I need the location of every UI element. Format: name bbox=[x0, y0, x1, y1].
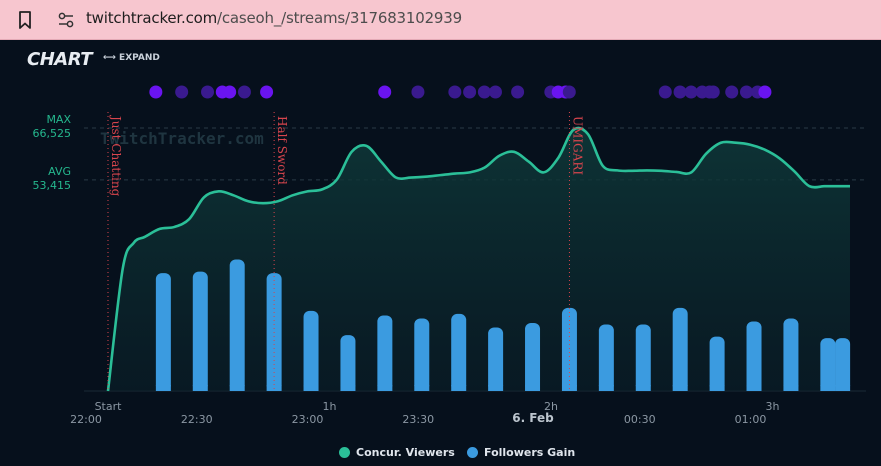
x-tick-bottom-label: 00:30 bbox=[624, 413, 656, 426]
followers-bar-base bbox=[709, 385, 725, 391]
event-dot bbox=[448, 85, 462, 99]
avg-label: AVG bbox=[48, 165, 71, 178]
followers-bar bbox=[672, 307, 688, 391]
x-tick-top-label: 2h bbox=[544, 400, 558, 413]
event-dot bbox=[378, 85, 392, 99]
followers-bar-base bbox=[451, 385, 467, 391]
browser-address-bar: twitchtracker.com/caseoh_/streams/317683… bbox=[0, 0, 881, 40]
event-dot bbox=[260, 85, 274, 99]
max-value: 66,525 bbox=[32, 127, 72, 140]
followers-bar bbox=[561, 307, 577, 391]
followers-bar-base bbox=[746, 385, 762, 391]
event-dot bbox=[658, 85, 672, 99]
followers-bar bbox=[192, 271, 208, 391]
event-dot bbox=[706, 85, 720, 99]
event-dot bbox=[488, 85, 502, 99]
followers-bar-base bbox=[377, 385, 393, 391]
event-dot bbox=[149, 85, 163, 99]
site-settings-icon[interactable] bbox=[56, 10, 76, 30]
followers-bar bbox=[709, 336, 725, 391]
followers-bar-base bbox=[525, 385, 541, 391]
x-tick-bottom-label: 6. Feb bbox=[512, 411, 554, 425]
legend-followers-label: Followers Gain bbox=[484, 446, 576, 459]
legend-viewers-label: Concur. Viewers bbox=[356, 446, 455, 459]
followers-bar-base bbox=[229, 385, 245, 391]
event-dot bbox=[511, 85, 525, 99]
event-dot bbox=[223, 85, 237, 99]
event-dot bbox=[201, 85, 215, 99]
x-tick-bottom-label: 01:00 bbox=[735, 413, 767, 426]
followers-bar bbox=[303, 310, 319, 391]
followers-bar bbox=[746, 321, 762, 391]
followers-bar bbox=[598, 324, 614, 391]
url-host: twitchtracker.com bbox=[86, 9, 218, 27]
category-marker-label: UMIGARI bbox=[570, 116, 584, 175]
followers-bar-base bbox=[820, 385, 836, 391]
expand-arrows-icon: ⟷ bbox=[103, 53, 116, 63]
followers-bar bbox=[340, 335, 356, 391]
followers-bar-base bbox=[783, 385, 799, 391]
legend-viewers-dot bbox=[339, 447, 350, 458]
followers-bar bbox=[155, 273, 171, 391]
followers-bar-base bbox=[635, 385, 651, 391]
event-dot bbox=[739, 85, 753, 99]
x-tick-bottom-label: 23:30 bbox=[402, 413, 434, 426]
event-dot bbox=[411, 85, 425, 99]
followers-bar bbox=[635, 324, 651, 391]
event-dot bbox=[725, 85, 739, 99]
category-marker-label: Just Chatting bbox=[109, 114, 123, 197]
event-dot bbox=[673, 85, 687, 99]
followers-bar bbox=[835, 338, 851, 391]
followers-bar bbox=[488, 327, 504, 391]
x-tick-bottom-label: 22:00 bbox=[70, 413, 102, 426]
viewers-area bbox=[108, 128, 850, 391]
viewers-line bbox=[106, 126, 850, 392]
followers-bar-base bbox=[835, 385, 851, 391]
event-dot bbox=[758, 85, 772, 99]
followers-bar bbox=[377, 315, 393, 391]
event-dot bbox=[463, 85, 477, 99]
url-field[interactable]: twitchtracker.com/caseoh_/streams/317683… bbox=[86, 9, 462, 27]
legend-viewers[interactable]: Concur. Viewers bbox=[339, 446, 455, 459]
viewers-followers-chart: TwitchTracker.com Just Chatting Half Swor… bbox=[70, 85, 866, 426]
avg-value: 53,415 bbox=[32, 179, 72, 192]
followers-bar-base bbox=[155, 385, 171, 391]
bookmark-icon[interactable] bbox=[14, 9, 36, 31]
event-dot bbox=[477, 85, 491, 99]
x-tick-bottom-label: 22:30 bbox=[181, 413, 213, 426]
max-label: MAX bbox=[46, 113, 71, 126]
x-tick-top-label: Start bbox=[95, 400, 123, 413]
followers-bar bbox=[229, 259, 245, 391]
event-dot bbox=[237, 85, 251, 99]
followers-bar-base bbox=[414, 385, 430, 391]
url-path: /caseoh_/streams/317683102939 bbox=[217, 9, 462, 27]
followers-bar-base bbox=[488, 385, 504, 391]
legend-followers-dot bbox=[467, 447, 478, 458]
followers-bar bbox=[525, 323, 541, 391]
followers-bar-base bbox=[303, 385, 319, 391]
x-tick-top-label: 3h bbox=[765, 400, 779, 413]
x-tick-top-label: 1h bbox=[323, 400, 337, 413]
followers-bar-base bbox=[340, 385, 356, 391]
followers-bar-base bbox=[672, 385, 688, 391]
event-dot bbox=[175, 85, 189, 99]
followers-bar bbox=[414, 318, 430, 391]
followers-bar-base bbox=[598, 385, 614, 391]
legend-followers[interactable]: Followers Gain bbox=[467, 446, 575, 459]
max-reference-label: MAX 66,525 bbox=[21, 113, 72, 141]
chart-title: CHART bbox=[27, 49, 93, 70]
avg-reference-label: AVG 53,415 bbox=[21, 165, 72, 193]
event-dot bbox=[684, 85, 698, 99]
category-marker-label: Half Sword bbox=[275, 116, 289, 185]
expand-label: EXPAND bbox=[119, 53, 160, 63]
followers-bar-base bbox=[192, 385, 208, 391]
watermark: TwitchTracker.com bbox=[100, 129, 264, 148]
followers-bar bbox=[783, 318, 799, 391]
x-tick-bottom-label: 23:00 bbox=[292, 413, 324, 426]
event-dot bbox=[562, 85, 576, 99]
followers-bar bbox=[820, 338, 836, 391]
followers-bar bbox=[451, 313, 467, 391]
expand-button[interactable]: ⟷ EXPAND bbox=[103, 53, 160, 63]
